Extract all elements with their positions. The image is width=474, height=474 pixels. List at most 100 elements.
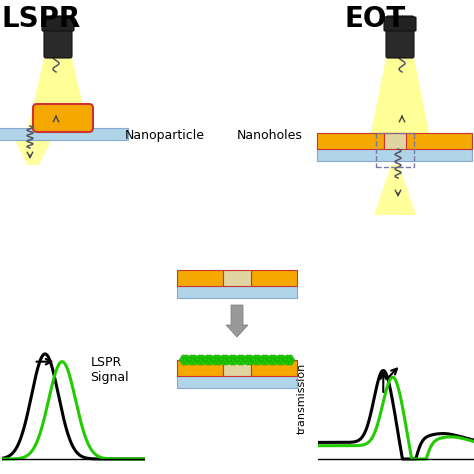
Circle shape <box>252 357 256 363</box>
Circle shape <box>264 360 269 365</box>
Text: transmission: transmission <box>297 363 307 434</box>
Circle shape <box>232 355 237 360</box>
Circle shape <box>205 355 210 360</box>
Circle shape <box>232 360 237 365</box>
Circle shape <box>279 358 283 362</box>
Circle shape <box>215 358 219 362</box>
Circle shape <box>290 357 294 363</box>
Bar <box>406 133 473 149</box>
Circle shape <box>201 357 207 363</box>
Bar <box>177 286 297 298</box>
Circle shape <box>259 357 264 363</box>
Text: Nanoholes: Nanoholes <box>237 128 303 142</box>
Bar <box>223 270 251 286</box>
Circle shape <box>280 355 285 360</box>
Circle shape <box>181 360 186 365</box>
Circle shape <box>197 360 202 365</box>
FancyBboxPatch shape <box>44 16 72 58</box>
Circle shape <box>257 357 263 363</box>
Circle shape <box>185 357 191 363</box>
Circle shape <box>216 355 221 360</box>
Circle shape <box>219 357 225 363</box>
Circle shape <box>248 360 253 365</box>
Circle shape <box>229 360 234 365</box>
Circle shape <box>195 357 201 363</box>
Circle shape <box>253 355 258 360</box>
Circle shape <box>256 355 261 360</box>
Circle shape <box>247 358 251 362</box>
Circle shape <box>272 355 277 360</box>
Text: EOT: EOT <box>345 5 406 33</box>
Circle shape <box>237 360 242 365</box>
Polygon shape <box>9 128 57 165</box>
Bar <box>318 149 473 161</box>
Circle shape <box>273 357 279 363</box>
Bar <box>318 133 384 149</box>
Circle shape <box>223 358 227 362</box>
Bar <box>251 360 297 376</box>
Circle shape <box>240 355 245 360</box>
Circle shape <box>248 355 253 360</box>
Circle shape <box>210 357 215 363</box>
Text: LSPR
Signal: LSPR Signal <box>91 356 129 383</box>
Circle shape <box>245 355 250 360</box>
Bar <box>177 270 223 286</box>
Circle shape <box>231 358 235 362</box>
Circle shape <box>272 360 277 365</box>
Circle shape <box>192 355 197 360</box>
Circle shape <box>221 360 226 365</box>
Circle shape <box>267 357 273 363</box>
Circle shape <box>226 357 230 363</box>
FancyBboxPatch shape <box>42 17 74 31</box>
Circle shape <box>200 355 205 360</box>
Bar <box>376 133 414 167</box>
Circle shape <box>203 357 209 363</box>
Circle shape <box>277 360 282 365</box>
Circle shape <box>245 360 250 365</box>
Circle shape <box>181 355 186 360</box>
Circle shape <box>241 357 246 363</box>
Circle shape <box>221 355 226 360</box>
Circle shape <box>213 360 218 365</box>
Circle shape <box>237 355 242 360</box>
Circle shape <box>211 357 217 363</box>
Circle shape <box>287 358 291 362</box>
Circle shape <box>288 360 293 365</box>
Circle shape <box>261 355 266 360</box>
Circle shape <box>208 360 213 365</box>
Circle shape <box>224 355 229 360</box>
Circle shape <box>269 360 274 365</box>
Circle shape <box>269 355 274 360</box>
Bar <box>177 360 223 376</box>
Circle shape <box>236 357 240 363</box>
Circle shape <box>208 355 213 360</box>
FancyArrow shape <box>226 305 248 337</box>
Circle shape <box>271 358 275 362</box>
Bar <box>251 270 297 286</box>
Circle shape <box>256 360 261 365</box>
Circle shape <box>184 355 189 360</box>
Circle shape <box>207 358 211 362</box>
Circle shape <box>263 358 267 362</box>
Circle shape <box>199 358 203 362</box>
Circle shape <box>282 357 286 363</box>
FancyBboxPatch shape <box>384 17 416 31</box>
Circle shape <box>200 360 205 365</box>
Circle shape <box>184 360 189 365</box>
Circle shape <box>234 357 238 363</box>
Text: Nanoparticle: Nanoparticle <box>125 128 205 142</box>
Bar <box>223 360 251 376</box>
Bar <box>177 376 297 388</box>
FancyBboxPatch shape <box>33 104 93 132</box>
Polygon shape <box>28 58 88 128</box>
Circle shape <box>253 360 258 365</box>
Circle shape <box>197 355 202 360</box>
Circle shape <box>229 355 234 360</box>
Circle shape <box>189 355 194 360</box>
Circle shape <box>285 355 290 360</box>
Circle shape <box>288 355 293 360</box>
Circle shape <box>277 355 282 360</box>
FancyBboxPatch shape <box>386 16 414 58</box>
Circle shape <box>218 357 222 363</box>
Circle shape <box>216 360 221 365</box>
